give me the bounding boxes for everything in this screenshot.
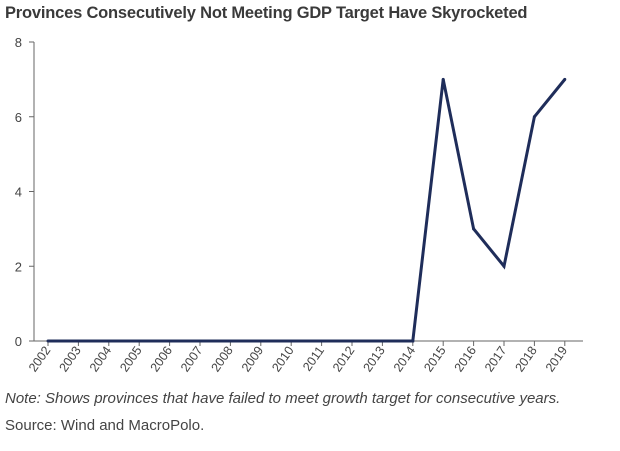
data-point: [532, 115, 536, 119]
x-tick-label: 2003: [56, 344, 83, 375]
data-point: [168, 339, 172, 343]
data-point: [441, 77, 445, 81]
x-tick-label: 2015: [421, 344, 448, 375]
data-point: [228, 339, 232, 343]
x-tick-label: 2012: [330, 344, 357, 375]
x-tick-label: 2014: [391, 344, 418, 375]
data-point: [380, 339, 384, 343]
x-tick-label: 2011: [300, 344, 327, 374]
x-tick-label: 2013: [360, 344, 387, 375]
data-point: [502, 264, 506, 268]
x-tick-label: 2017: [482, 344, 509, 375]
data-point: [289, 339, 293, 343]
chart-note: Note: Shows provinces that have failed t…: [5, 390, 561, 407]
data-point: [350, 339, 354, 343]
data-point: [320, 339, 324, 343]
data-point: [107, 339, 111, 343]
x-tick-label: 2005: [117, 344, 144, 375]
data-point: [137, 339, 141, 343]
x-tick-label: 2018: [512, 344, 539, 375]
chart-title: Provinces Consecutively Not Meeting GDP …: [5, 4, 528, 22]
x-tick-label: 2008: [208, 344, 235, 375]
data-point: [76, 339, 80, 343]
x-tick-label: 2019: [543, 344, 570, 375]
y-tick-label: 6: [15, 110, 22, 125]
x-tick-label: 2010: [269, 344, 296, 375]
x-axis-ticks: 2002 2003 2004 2005 2006 2007 2008 2009 2010 2011…: [26, 341, 570, 375]
x-tick-label: 2007: [178, 344, 205, 375]
x-tick-label: 2009: [239, 344, 266, 375]
data-point: [198, 339, 202, 343]
x-tick-label: 2002: [26, 344, 53, 375]
y-tick-label: 2: [15, 259, 22, 274]
data-point: [472, 227, 476, 231]
y-tick-label: 4: [15, 185, 22, 200]
x-tick-label: 2004: [87, 344, 114, 375]
chart-axes: [33, 42, 583, 342]
data-point: [563, 77, 567, 81]
y-axis-ticks: 0 2 4 6 8: [15, 35, 34, 349]
series-group: [46, 77, 567, 343]
x-tick-label: 2006: [148, 344, 175, 375]
y-tick-label: 8: [15, 35, 22, 50]
series-line: [48, 78, 566, 343]
data-point: [411, 339, 415, 343]
x-tick-label: 2016: [452, 344, 479, 375]
y-tick-label: 0: [15, 334, 22, 349]
data-point: [259, 339, 263, 343]
chart-source: Source: Wind and MacroPolo.: [5, 417, 205, 434]
data-point: [46, 339, 50, 343]
